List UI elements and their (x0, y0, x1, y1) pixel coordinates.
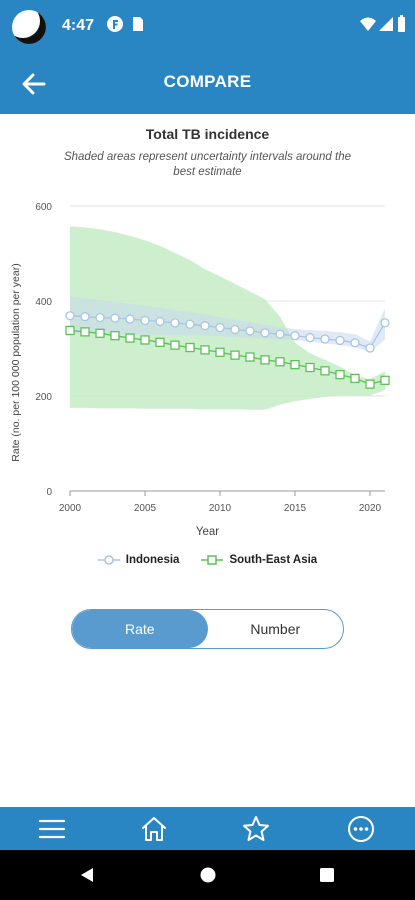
data-point-south-east-asia (185, 342, 195, 353)
y-tick-label: 600 (35, 202, 52, 213)
data-point-indonesia (335, 335, 345, 346)
data-point-south-east-asia (80, 327, 90, 337)
data-point-indonesia (245, 326, 255, 336)
page-title: COMPARE (163, 72, 252, 91)
legend-item-indonesia[interactable]: Indonesia (97, 551, 180, 569)
legend-marker-circle (97, 555, 120, 565)
data-point-indonesia (350, 338, 360, 348)
x-tick-label: 2015 (284, 503, 307, 514)
status-bar: 4:47 (0, 0, 415, 54)
data-point-indonesia (305, 332, 315, 343)
data-point-indonesia (260, 328, 270, 338)
x-axis-label: Year (196, 526, 219, 538)
data-point-south-east-asia (335, 369, 345, 380)
home-icon[interactable] (139, 814, 169, 844)
back-triangle-icon[interactable] (78, 866, 96, 884)
x-tick-label: 2000 (59, 503, 82, 514)
legend-item-south-east-asia[interactable]: South-East Asia (201, 551, 317, 569)
chart-subtitle: Shaded areas represent uncertainty inter… (63, 151, 352, 178)
back-arrow-icon[interactable] (18, 68, 50, 100)
data-point-south-east-asia (320, 366, 330, 376)
wifi-icon (360, 17, 376, 31)
data-point-south-east-asia (365, 379, 375, 389)
data-point-indonesia (230, 324, 240, 335)
series-line-south-east-asia (69, 329, 386, 385)
series-line-indonesia (69, 315, 386, 349)
data-point-indonesia (380, 318, 390, 328)
x-tick-label: 2010 (209, 503, 232, 514)
data-point-indonesia (65, 311, 75, 321)
data-point-south-east-asia (350, 373, 360, 384)
bottom-navigation (0, 807, 415, 850)
data-point-indonesia (80, 312, 90, 322)
battery-icon (398, 15, 405, 32)
signal-icon (379, 17, 393, 31)
more-icon[interactable] (346, 814, 376, 844)
data-point-south-east-asia (65, 325, 75, 336)
data-point-indonesia (290, 331, 300, 341)
data-point-south-east-asia (305, 362, 315, 373)
data-point-south-east-asia (260, 355, 270, 365)
data-point-indonesia (170, 318, 180, 328)
data-point-south-east-asia (125, 333, 135, 343)
status-time: 4:47 (62, 17, 95, 34)
data-point-indonesia (95, 312, 105, 323)
data-point-indonesia (155, 316, 165, 327)
data-point-indonesia (185, 319, 195, 329)
legend-marker-square (201, 555, 224, 565)
data-point-indonesia (110, 313, 120, 323)
star-icon[interactable] (241, 814, 271, 844)
y-tick-label: 0 (46, 487, 52, 498)
x-tick-label: 2005 (134, 503, 157, 514)
data-point-indonesia (215, 322, 225, 333)
chart-legend: Indonesia South-East Asia (0, 551, 415, 569)
data-point-south-east-asia (380, 375, 390, 385)
data-point-south-east-asia (200, 345, 210, 355)
data-point-south-east-asia (140, 335, 150, 345)
data-point-south-east-asia (170, 340, 180, 350)
y-axis-label: Rate (no. per 100 000 population per yea… (10, 263, 22, 461)
chart-title: Total TB incidence (145, 126, 270, 142)
data-point-indonesia (365, 343, 375, 353)
data-point-south-east-asia (110, 331, 120, 341)
y-tick-label: 400 (35, 297, 52, 308)
data-point-south-east-asia (290, 359, 300, 370)
rate-number-toggle: Rate Number (71, 609, 344, 649)
data-point-indonesia (320, 334, 330, 344)
number-toggle-button[interactable]: Number (250, 621, 301, 637)
notification-f-icon (107, 16, 123, 32)
data-point-indonesia (200, 321, 210, 331)
home-circle-icon[interactable] (199, 866, 217, 884)
data-point-indonesia (140, 315, 150, 326)
data-point-south-east-asia (155, 337, 165, 347)
system-navigation-bar (0, 850, 415, 900)
data-point-south-east-asia (95, 328, 105, 338)
tb-incidence-chart: 0 200 400 600 2000 2005 2010 2015 2020 Year Rate (… (10, 202, 390, 538)
legend-label-south-east-asia: South-East Asia (229, 554, 318, 566)
x-tick-label: 2020 (359, 503, 382, 514)
data-point-indonesia (125, 314, 135, 324)
data-point-south-east-asia (275, 357, 285, 367)
floating-avatar-bubble[interactable] (12, 10, 46, 44)
data-point-south-east-asia (215, 347, 225, 357)
data-point-indonesia (275, 329, 285, 339)
recents-square-icon[interactable] (319, 867, 335, 883)
y-tick-label: 200 (35, 392, 52, 403)
rate-toggle-button[interactable]: Rate (72, 610, 208, 648)
legend-label-indonesia: Indonesia (125, 554, 180, 566)
data-point-south-east-asia (230, 350, 240, 360)
app-header: COMPARE (0, 54, 415, 114)
data-point-south-east-asia (245, 352, 255, 362)
menu-icon[interactable] (37, 814, 67, 844)
sd-card-icon (133, 17, 143, 31)
